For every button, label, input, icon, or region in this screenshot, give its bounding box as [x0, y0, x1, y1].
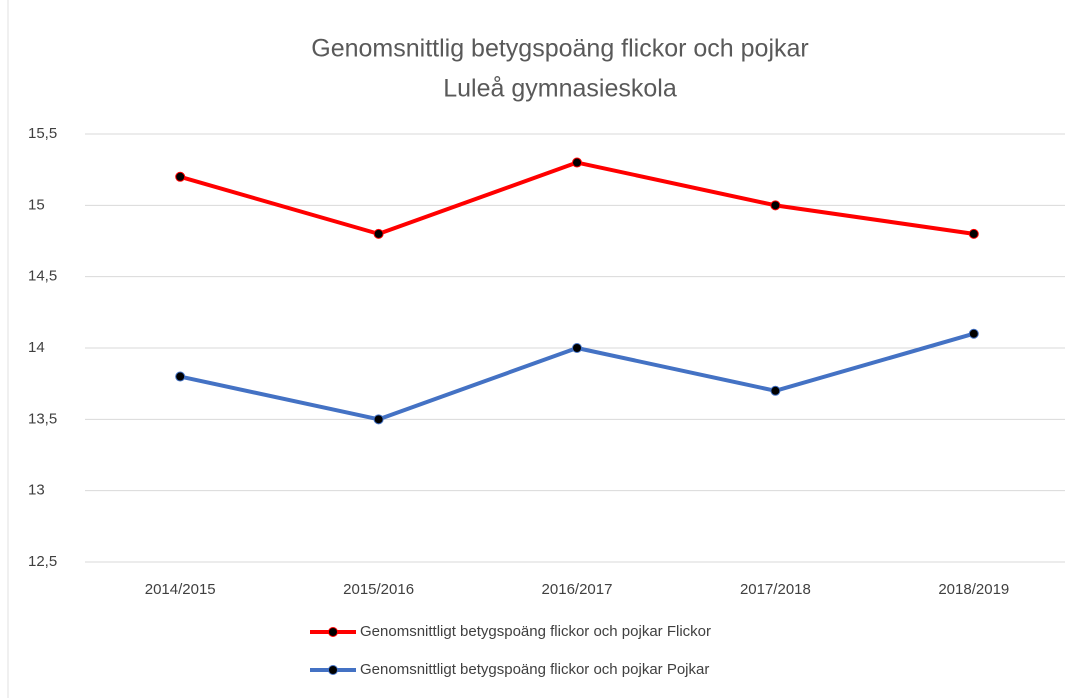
y-tick-label: 14	[28, 339, 45, 356]
x-tick-label: 2018/2019	[938, 581, 1009, 598]
data-point	[373, 414, 384, 425]
y-tick-label: 13	[28, 482, 45, 499]
x-tick-label: 2016/2017	[542, 581, 613, 598]
chart-subtitle: Luleå gymnasieskola	[443, 75, 677, 103]
series-line	[179, 160, 975, 236]
data-point	[968, 228, 979, 239]
chart-title: Genomsnittlig betygspoäng flickor och po…	[311, 35, 809, 63]
legend-marker	[328, 665, 338, 675]
x-tick-label: 2017/2018	[740, 581, 811, 598]
data-point	[373, 228, 384, 239]
x-tick-label: 2015/2016	[343, 581, 414, 598]
data-point	[572, 343, 582, 353]
y-tick-label: 15	[28, 196, 45, 213]
data-point	[770, 200, 781, 211]
data-point	[175, 171, 186, 182]
y-tick-label: 12,5	[28, 553, 57, 570]
legend-label: Genomsnittligt betygspoäng flickor och p…	[360, 661, 709, 678]
data-point	[968, 328, 979, 339]
data-point	[175, 371, 186, 382]
x-tick-label: 2014/2015	[145, 581, 216, 598]
legend-label: Genomsnittligt betygspoäng flickor och p…	[360, 623, 711, 640]
y-tick-label: 14,5	[28, 268, 57, 285]
y-tick-label: 13,5	[28, 410, 57, 427]
legend-marker	[328, 627, 338, 637]
data-point	[572, 157, 582, 168]
y-tick-label: 15,5	[28, 125, 57, 142]
data-point	[770, 385, 781, 396]
